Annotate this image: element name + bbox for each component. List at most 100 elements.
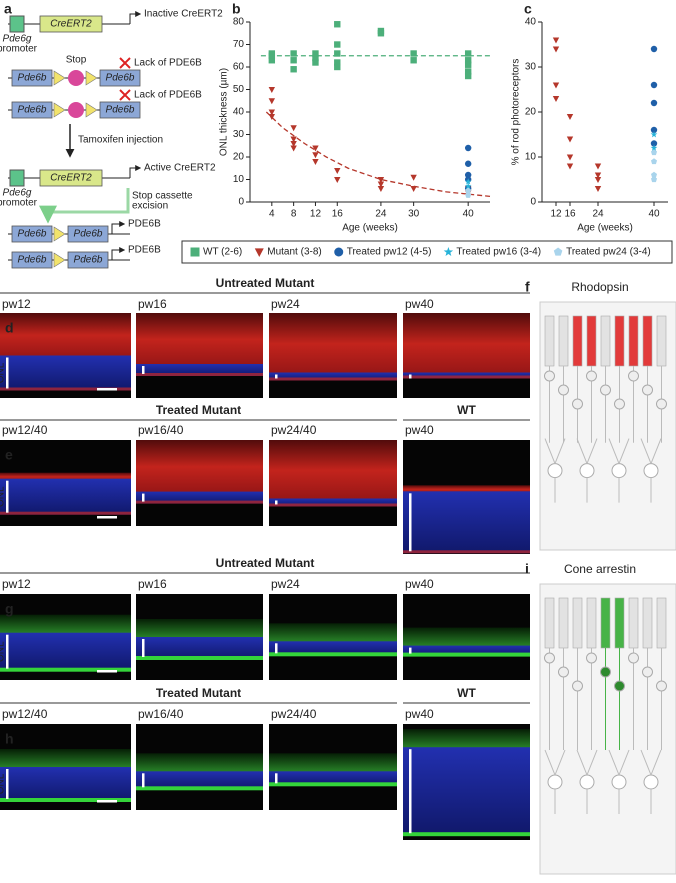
onl-bar [275, 500, 278, 505]
marker [464, 171, 472, 179]
label: Active CreERT2 [144, 163, 216, 174]
gene-label: Pde6b [18, 255, 47, 266]
section-title: Treated Mutant [156, 686, 241, 700]
onl-bar [6, 634, 9, 669]
rhodopsin-stain [136, 440, 263, 494]
marker [566, 136, 574, 143]
photoreceptor-soma [600, 384, 611, 396]
section-title: WT [457, 403, 476, 417]
photoreceptor-soma [614, 398, 625, 410]
dendrite [576, 438, 598, 503]
marker [334, 63, 341, 71]
marker [290, 125, 297, 132]
arrestin-stain [136, 619, 263, 639]
rhodopsin-stain [403, 550, 530, 554]
photoreceptor-os [642, 597, 653, 649]
arrestin-stain [0, 798, 131, 802]
label: promoter [0, 198, 38, 209]
rhodopsin-stain [269, 377, 397, 381]
marker [443, 247, 454, 257]
stop-cassette [68, 70, 84, 86]
panel-label: pw16 [138, 297, 167, 311]
rhodopsin-stain [403, 313, 530, 375]
x-tick-label: 30 [408, 209, 420, 220]
scale-bar [97, 388, 117, 391]
y-tick-label: 50 [233, 84, 245, 95]
photoreceptor-os [572, 315, 583, 367]
gene-box [99, 69, 141, 87]
scale-bar [97, 800, 117, 803]
nuclei-stain [0, 478, 131, 515]
gene-label: CreERT2 [50, 173, 92, 184]
onl-bar [6, 357, 9, 389]
nuclei-stain [0, 767, 131, 801]
panel-label: pw16 [138, 577, 167, 591]
photoreceptor-os [656, 597, 667, 649]
dendrite [640, 438, 662, 503]
photoreceptor-soma [656, 680, 667, 692]
onl-label: ONL [0, 641, 7, 662]
photoreceptor-soma [558, 666, 569, 678]
marker [650, 45, 658, 53]
marker [334, 50, 341, 57]
gene-box [67, 251, 109, 269]
nuclei-stain [136, 637, 263, 659]
arrestin-stain [403, 652, 530, 657]
y-axis-label: % of rod photoreceptors [511, 59, 522, 166]
photoreceptor-os [586, 597, 597, 649]
nuclei-stain [403, 747, 530, 836]
onl-bar [275, 773, 278, 784]
marker [650, 81, 658, 89]
marker [650, 126, 658, 134]
marker [190, 247, 200, 257]
nuclei-stain [403, 645, 530, 656]
dendrite [544, 749, 566, 814]
marker [594, 163, 602, 170]
photoreceptor-soma [642, 666, 653, 678]
x-tick-label: 40 [648, 209, 660, 220]
tss-arrow [111, 247, 126, 260]
photoreceptor-soma [656, 398, 667, 410]
excision-arrow [39, 188, 130, 224]
marker [377, 185, 385, 193]
onl-label: ONL [0, 773, 7, 794]
panel-letter: g [5, 601, 14, 617]
panel-label: pw24 [271, 297, 300, 311]
inner-neuron [643, 774, 659, 790]
section-title: WT [457, 686, 476, 700]
onl-bar [409, 749, 412, 834]
marker [410, 50, 417, 57]
marker [594, 185, 602, 193]
photoreceptor-soma [614, 680, 625, 692]
gene-box [11, 225, 53, 243]
gene-box [11, 69, 53, 87]
label: Pde6g [3, 34, 32, 45]
rhodopsin-stain [403, 375, 530, 379]
inner-neuron [579, 774, 595, 790]
legend-label: Treated pw12 (4-5) [347, 247, 432, 258]
onl-bar [6, 769, 9, 799]
photoreceptor-os [600, 597, 611, 649]
marker [464, 160, 472, 167]
label: Inactive CreERT2 [144, 9, 223, 20]
marker [334, 247, 344, 257]
nuclei-stain [0, 632, 131, 671]
photoreceptor-soma [628, 652, 639, 664]
rhodopsin-stain [0, 511, 131, 515]
loxp [53, 252, 66, 268]
panel-label: pw12/40 [2, 707, 48, 721]
marker [552, 46, 560, 53]
photoreceptor-os [544, 315, 555, 367]
photoreceptor-soma [586, 652, 597, 664]
label: PDE6B [128, 219, 161, 230]
marker [464, 72, 472, 80]
arrestin-stain [0, 749, 131, 769]
panel-label: pw40 [405, 707, 434, 721]
marker [464, 61, 472, 68]
y-tick-label: 30 [233, 129, 245, 140]
gene-box [11, 251, 53, 269]
inner-neuron [547, 463, 563, 479]
gene-label: Pde6b [18, 105, 47, 116]
panel-letter: f [525, 279, 530, 295]
marker [312, 54, 319, 62]
